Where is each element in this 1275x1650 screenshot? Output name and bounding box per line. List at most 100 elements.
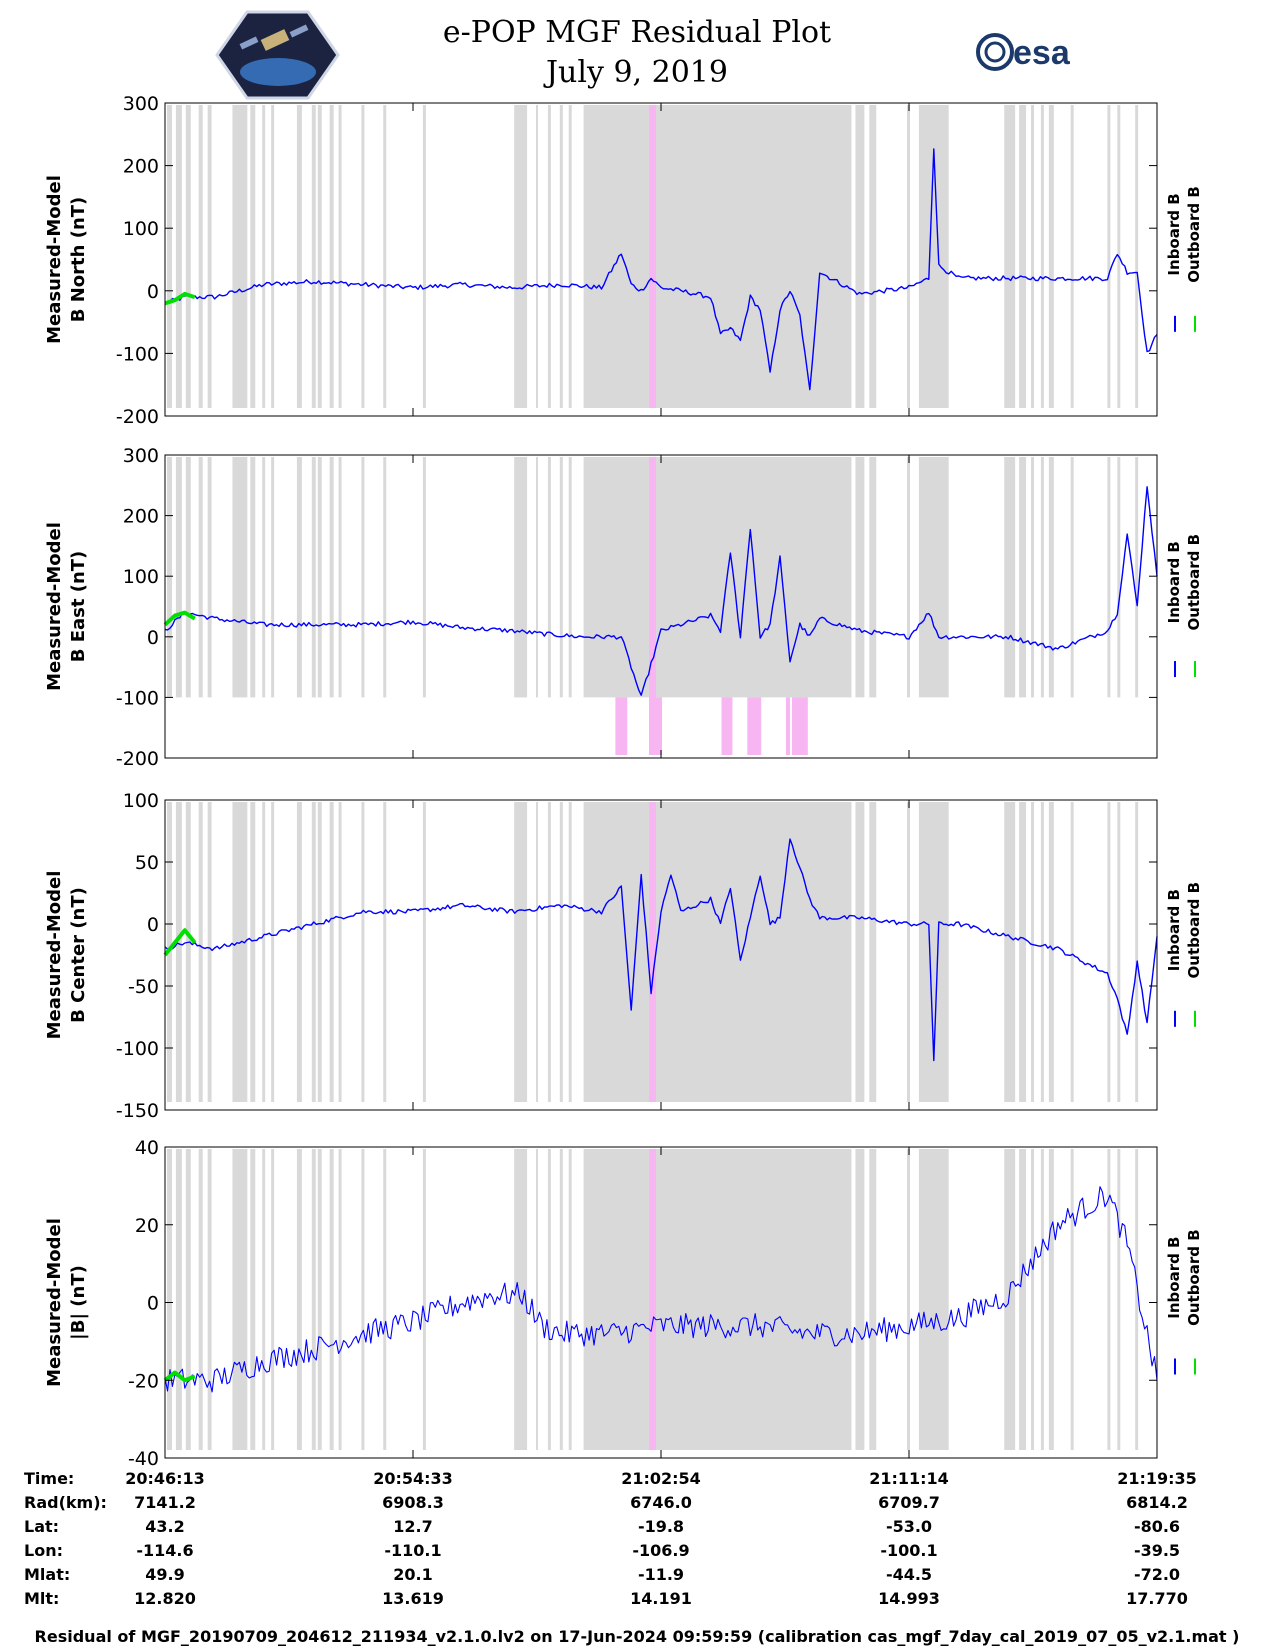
data-gap-stripe (1135, 1149, 1139, 1450)
data-gap-stripe (547, 1149, 551, 1450)
table-cell: 17.770 (1126, 1589, 1188, 1608)
y-tick-label: -50 (128, 976, 159, 998)
ephemeris-table: Time: 20:46:13 20:54:33 21:02:54 21:11:14 21:… (24, 1469, 1197, 1608)
table-cell: -106.9 (632, 1541, 689, 1560)
data-gap-stripe (559, 802, 563, 1102)
data-gap-stripe (514, 802, 528, 1102)
data-gap-stripe (207, 105, 212, 408)
data-gap-stripe (317, 105, 322, 408)
table-cell: 14.993 (878, 1589, 940, 1608)
data-gap-stripe (869, 457, 877, 698)
event-marker-bar (721, 697, 733, 755)
y-tick-label: 0 (147, 281, 159, 303)
data-gap-stripe (271, 802, 275, 1102)
data-gap-stripe (232, 802, 248, 1102)
y-tick-label: -150 (116, 1100, 159, 1122)
data-gap-stripe (547, 802, 551, 1102)
data-gap-stripe (338, 802, 342, 1102)
data-gap-stripe (918, 457, 949, 698)
table-cell: 12.820 (134, 1589, 196, 1608)
data-gap-stripe (583, 457, 852, 698)
table-row-label: Lon: (24, 1541, 63, 1560)
data-gap-stripe (250, 457, 256, 698)
data-gap-stripe (536, 802, 538, 1102)
data-gap-stripe (271, 105, 275, 408)
data-gap-stripe (185, 105, 191, 408)
y-axis-label: Measured-Model (44, 522, 65, 691)
y-tick-label: -200 (116, 406, 159, 428)
data-gap-stripe (185, 1149, 191, 1450)
data-gap-stripe (583, 105, 852, 408)
event-marker-bar (785, 697, 790, 755)
table-cell: 7141.2 (134, 1493, 196, 1512)
legend: Inboard B Outboard B (1165, 882, 1203, 1027)
legend-label-outboard: Outboard B (1185, 1229, 1203, 1326)
data-gap-stripe (198, 457, 203, 698)
table-cell: 20:46:13 (125, 1469, 205, 1488)
data-gap-stripe (422, 457, 426, 698)
data-gap-stripe (185, 457, 191, 698)
y-tick-label: -40 (128, 1448, 159, 1470)
data-gap-stripe (361, 1149, 365, 1450)
y-tick-label: 20 (135, 1215, 159, 1237)
data-gap-stripe (383, 105, 387, 408)
event-marker-bar (791, 697, 808, 755)
event-marker-stripe (649, 1149, 657, 1450)
event-marker-stripe (649, 457, 657, 755)
data-gap-stripe (559, 105, 563, 408)
data-gap-stripe (232, 457, 248, 698)
chart-panel: 40 20 0 -20 -40 Measured-Model |B| (nT) Inboard… (44, 1137, 1203, 1470)
y-axis-label: B East (nT) (68, 551, 89, 663)
table-row-label: Mlt: (24, 1589, 59, 1608)
data-gap-stripe (1107, 1149, 1111, 1450)
table-cell: -44.5 (886, 1565, 932, 1584)
data-gap-stripe (166, 105, 172, 408)
inboard-series-line (164, 486, 1158, 696)
data-gap-stripe (207, 1149, 212, 1450)
event-marker-stripe (649, 105, 657, 408)
event-marker-bar (615, 697, 628, 755)
data-gap-stripe (869, 1149, 877, 1450)
inboard-series-line (164, 1186, 1158, 1393)
data-gap-stripe (361, 802, 365, 1102)
legend: Inboard B Outboard B (1165, 1229, 1203, 1375)
data-gap-stripe (250, 802, 256, 1102)
data-gap-stripe (311, 457, 316, 698)
table-row-label: Rad(km): (24, 1493, 107, 1512)
table-cell: -80.6 (1134, 1517, 1180, 1536)
y-axis-label: Measured-Model (44, 175, 65, 344)
data-gap-stripe (338, 105, 342, 408)
data-gap-stripe (1031, 802, 1034, 1102)
data-gap-stripe (568, 1149, 572, 1450)
data-gap-stripe (907, 1149, 910, 1450)
data-gap-stripe (232, 1149, 248, 1450)
table-row-label: Mlat: (24, 1565, 70, 1584)
data-gap-stripe (536, 1149, 538, 1450)
legend-label-outboard: Outboard B (1185, 534, 1203, 631)
data-gap-stripe (1117, 802, 1121, 1102)
table-cell: 21:11:14 (869, 1469, 949, 1488)
table-cell: 14.191 (630, 1589, 692, 1608)
y-tick-label: 0 (147, 627, 159, 649)
data-gap-stripe (514, 105, 528, 408)
y-axis-label: |B| (nT) (68, 1265, 89, 1340)
data-gap-stripe (296, 802, 302, 1102)
data-gap-stripe (311, 802, 316, 1102)
data-gap-stripe (271, 457, 275, 698)
chart-panel: 100 50 0 -50 -100 -150 Measured-Model B Center … (44, 790, 1203, 1122)
outboard-series-line (163, 1370, 196, 1383)
data-gap-stripe (907, 457, 910, 698)
data-gap-stripe (250, 1149, 256, 1450)
data-gap-stripe (329, 105, 334, 408)
data-gap-stripe (329, 1149, 334, 1450)
table-cell: 20:54:33 (373, 1469, 453, 1488)
data-gap-stripe (1019, 457, 1027, 698)
data-gap-stripe (311, 1149, 316, 1450)
data-gap-stripe (1107, 457, 1111, 698)
data-gap-stripe (907, 105, 910, 408)
data-gap-stripe (383, 1149, 387, 1450)
data-gap-stripe (568, 457, 572, 698)
data-gap-stripe (1019, 105, 1027, 408)
table-cell: 13.619 (382, 1589, 444, 1608)
data-gap-stripe (907, 802, 910, 1102)
